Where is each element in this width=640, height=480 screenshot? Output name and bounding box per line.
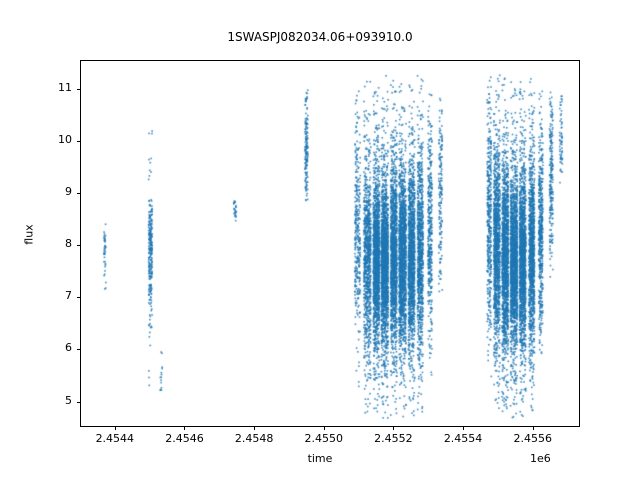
y-tick-mark	[76, 297, 80, 299]
x-tick-mark	[184, 426, 186, 430]
x-axis-offset-text: 1e6	[530, 452, 551, 465]
x-tick-label: 2.4544	[95, 432, 135, 445]
x-tick-mark	[114, 426, 116, 430]
y-tick-mark	[76, 349, 80, 351]
y-tick-mark	[76, 140, 80, 142]
y-tick-label: 10	[58, 132, 72, 146]
page-title: 1SWASPJ082034.06+093910.0	[227, 30, 413, 44]
x-tick-mark	[532, 426, 534, 430]
x-tick-mark	[463, 426, 465, 430]
y-tick-label: 8	[65, 237, 72, 251]
x-tick-label: 2.4556	[513, 432, 552, 445]
x-tick-label: 2.4552	[374, 432, 413, 445]
y-tick-label: 7	[65, 289, 72, 303]
y-tick-label: 9	[65, 184, 72, 198]
y-tick-mark	[76, 245, 80, 247]
y-tick-mark	[76, 88, 80, 90]
x-tick-label: 2.4554	[443, 432, 483, 445]
x-tick-mark	[254, 426, 256, 430]
scatter-plot-canvas	[81, 61, 579, 426]
x-tick-label: 2.4550	[304, 432, 344, 445]
y-tick-label: 11	[58, 80, 72, 94]
y-tick-label: 5	[65, 393, 72, 407]
x-tick-mark	[393, 426, 395, 430]
y-tick-mark	[76, 401, 80, 403]
y-tick-label: 6	[65, 341, 72, 355]
x-axis-label: time	[307, 452, 333, 465]
x-tick-label: 2.4548	[234, 432, 274, 445]
y-axis-label: flux	[22, 224, 36, 245]
y-tick-mark	[76, 192, 80, 194]
x-tick-mark	[323, 426, 325, 430]
x-tick-label: 2.4546	[165, 432, 204, 445]
